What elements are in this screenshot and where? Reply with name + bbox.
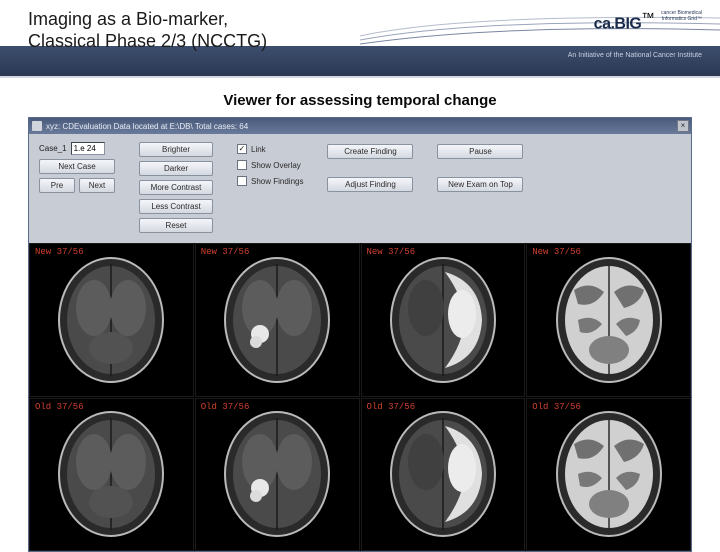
title-line-1: Imaging as a Bio-marker, (28, 8, 267, 30)
next-case-button[interactable]: Next Case (39, 159, 115, 174)
logo-tagline: An Initiative of the National Cancer Ins… (568, 52, 702, 59)
findings-label: Show Findings (251, 177, 303, 186)
darker-button[interactable]: Darker (139, 161, 213, 176)
scan-cell[interactable]: New 37/56 (361, 243, 526, 397)
brain-scan-icon (46, 404, 176, 544)
pre-button[interactable]: Pre (39, 178, 75, 193)
scan-cell[interactable]: New 37/56 (526, 243, 691, 397)
more-contrast-button[interactable]: More Contrast (139, 180, 213, 195)
brain-scan-icon (46, 250, 176, 390)
scan-cell[interactable]: Old 37/56 (29, 398, 194, 552)
less-contrast-button[interactable]: Less Contrast (139, 199, 213, 214)
overlay-label: Show Overlay (251, 161, 301, 170)
scan-label: New 37/56 (35, 247, 84, 257)
link-checkbox-row: ✓ Link (237, 144, 303, 154)
window-titlebar: xyz: CDEvaluation Data located at E:\DB\… (29, 118, 691, 134)
brain-scan-icon (378, 404, 508, 544)
scan-cell[interactable]: Old 37/56 (526, 398, 691, 552)
brain-scan-icon (544, 250, 674, 390)
reset-button[interactable]: Reset (139, 218, 213, 233)
close-icon[interactable]: × (677, 120, 689, 132)
logo: ca.BIG™ cancer Biomedical Informatics Gr… (594, 10, 702, 33)
link-label: Link (251, 145, 266, 154)
overlay-checkbox-row: Show Overlay (237, 160, 303, 170)
scan-cell[interactable]: New 37/56 (195, 243, 360, 397)
scan-label: Old 37/56 (532, 402, 581, 412)
brighter-button[interactable]: Brighter (139, 142, 213, 157)
scan-label: New 37/56 (532, 247, 581, 257)
create-finding-button[interactable]: Create Finding (327, 144, 413, 159)
brain-scan-icon (212, 250, 342, 390)
scan-label: New 37/56 (367, 247, 416, 257)
logo-text: ca.BIG (594, 15, 642, 32)
slide-title: Imaging as a Bio-marker, Classical Phase… (28, 8, 267, 52)
scan-cell[interactable]: Old 37/56 (195, 398, 360, 552)
case-input[interactable] (71, 142, 105, 155)
toolbar: Case_1 Next Case Pre Next Brighter Darke… (29, 134, 691, 243)
findings-checkbox-row: Show Findings (237, 176, 303, 186)
viewer-window: xyz: CDEvaluation Data located at E:\DB\… (28, 117, 692, 552)
titlebar-text: xyz: CDEvaluation Data located at E:\DB\… (46, 122, 248, 131)
adjust-finding-button[interactable]: Adjust Finding (327, 177, 413, 192)
pause-button[interactable]: Pause (437, 144, 523, 159)
scan-label: Old 37/56 (367, 402, 416, 412)
app-icon (32, 121, 42, 131)
brain-scan-icon (212, 404, 342, 544)
overlay-checkbox[interactable] (237, 160, 247, 170)
brain-scan-icon (544, 404, 674, 544)
scan-cell[interactable]: Old 37/56 (361, 398, 526, 552)
scan-label: Old 37/56 (35, 402, 84, 412)
subtitle: Viewer for assessing temporal change (0, 78, 720, 117)
brain-scan-icon (378, 250, 508, 390)
case-label: Case_1 (39, 144, 67, 153)
findings-checkbox[interactable] (237, 176, 247, 186)
scan-grid: New 37/56 New 37/56 New (29, 243, 691, 551)
slide-header: Imaging as a Bio-marker, Classical Phase… (0, 0, 720, 78)
scan-label: New 37/56 (201, 247, 250, 257)
scan-cell[interactable]: New 37/56 (29, 243, 194, 397)
next-button[interactable]: Next (79, 178, 115, 193)
scan-label: Old 37/56 (201, 402, 250, 412)
title-line-2: Classical Phase 2/3 (NCCTG) (28, 30, 267, 52)
new-exam-button[interactable]: New Exam on Top (437, 177, 523, 192)
link-checkbox[interactable]: ✓ (237, 144, 247, 154)
